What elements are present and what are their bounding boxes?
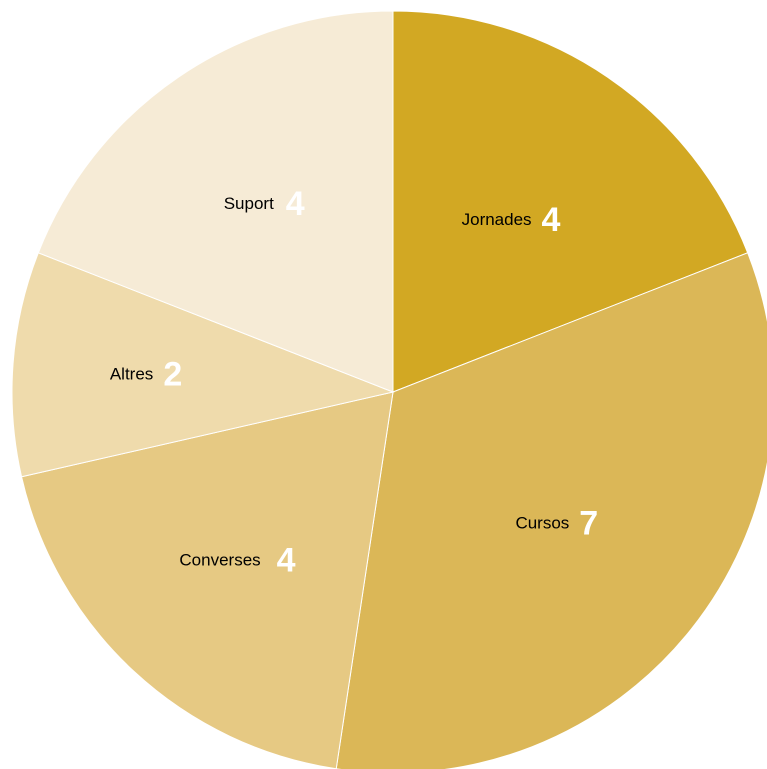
labels-layer: Jornades 4 Cursos 7 Converses 4 Altres 2 Suport 4 [110, 185, 598, 579]
slice-label-group-cursos: Cursos 7 [515, 505, 598, 543]
slice-category-label: Suport [224, 194, 274, 213]
slices-layer [11, 10, 767, 769]
pie-slice-suport [37, 10, 394, 393]
pie-slice-converses [20, 391, 394, 769]
slice-value-label: 4 [286, 185, 305, 223]
slice-category-label: Altres [110, 364, 153, 383]
slice-category-label: Converses [179, 551, 260, 570]
pie-slice-jornades [392, 10, 749, 393]
slice-category-label: Jornades [462, 210, 532, 229]
slice-label-group-jornades: Jornades 4 [462, 201, 561, 239]
pie-slice-cursos [335, 252, 767, 769]
pie-slice-altres [11, 252, 395, 478]
slice-value-label: 7 [579, 505, 598, 543]
slice-label-group-altres: Altres 2 [110, 355, 182, 393]
slice-label-group-converses: Converses 4 [179, 542, 295, 580]
slice-label-group-suport: Suport 4 [224, 185, 305, 223]
slice-value-label: 4 [542, 201, 561, 239]
slice-category-label: Cursos [515, 514, 569, 533]
slice-value-label: 2 [163, 355, 182, 393]
slice-value-label: 4 [277, 542, 296, 580]
